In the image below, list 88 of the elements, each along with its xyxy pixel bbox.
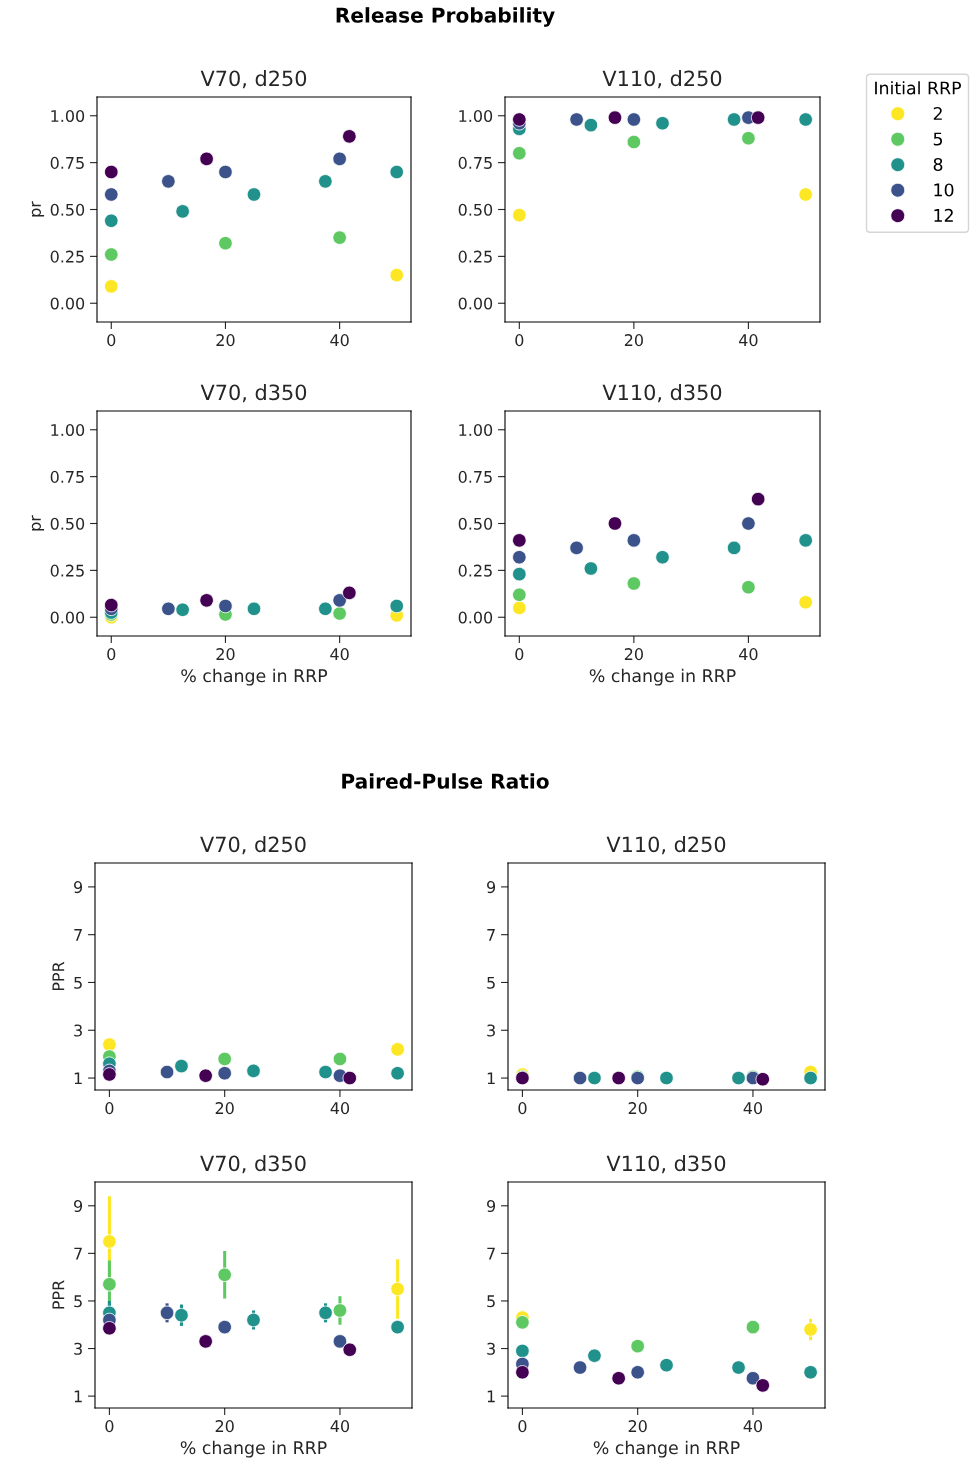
y-tick-label: 9 (487, 881, 496, 894)
x-tick-label: 20 (628, 1420, 647, 1433)
y-tick-label: 5 (74, 1295, 82, 1308)
x-tick-label: 20 (216, 648, 235, 661)
y-tick-label: 0.50 (458, 517, 493, 530)
y-tick-label: 5 (487, 1295, 495, 1308)
y-axis-title: pr (31, 201, 45, 217)
text: Paired-Pulse Ratio (342, 773, 549, 789)
y-tick-label: 3 (74, 1342, 82, 1355)
y-tick-label: 7 (74, 929, 82, 941)
x-axis-title: % change in RRP (593, 1440, 740, 1458)
legend-label: 12 (934, 208, 953, 222)
text: Release Probability (336, 7, 555, 27)
y-axis-title: PPR (52, 961, 65, 991)
y-axis-title: PPR (52, 1280, 65, 1309)
x-tick-label: 0 (105, 1102, 114, 1115)
y-tick-label: 9 (74, 1200, 83, 1213)
y-tick-label: 5 (74, 976, 82, 989)
y-tick-label: 7 (487, 1247, 495, 1260)
x-tick-label: 20 (624, 334, 643, 347)
legend-label: 5 (933, 132, 943, 146)
y-tick-label: 1.00 (459, 423, 493, 437)
y-tick-label: 0.50 (458, 203, 493, 216)
legend-label: 2 (933, 106, 942, 120)
x-tick-label: 40 (330, 1102, 350, 1115)
x-tick-label: 0 (518, 1102, 527, 1115)
chart-title: V110, d250 (602, 70, 722, 89)
y-tick-label: 3 (74, 1024, 82, 1037)
y-tick-label: 3 (487, 1342, 495, 1355)
x-tick-label: 0 (107, 648, 116, 661)
x-tick-label: 40 (743, 1102, 763, 1115)
x-tick-label: 0 (518, 1420, 527, 1433)
y-tick-label: 1 (74, 1072, 82, 1085)
y-tick-label: 1.00 (51, 109, 85, 123)
y-tick-label: 1 (74, 1390, 82, 1403)
x-tick-label: 20 (628, 1102, 647, 1115)
y-tick-label: 1 (487, 1072, 495, 1085)
y-tick-label: 0.75 (458, 470, 492, 483)
y-tick-label: 3 (487, 1024, 495, 1037)
x-tick-label: 20 (624, 648, 643, 661)
y-tick-label: 0.00 (458, 297, 493, 310)
y-tick-label: 0.75 (458, 156, 492, 169)
x-tick-label: 0 (515, 648, 524, 661)
x-tick-label: 20 (215, 1102, 234, 1115)
y-tick-label: 0.50 (50, 203, 85, 216)
x-tick-label: 40 (739, 648, 758, 661)
x-tick-label: 40 (743, 1420, 763, 1433)
x-tick-label: 40 (330, 648, 349, 661)
x-axis-title: % change in RRP (589, 668, 736, 686)
y-tick-label: 0.00 (458, 611, 493, 624)
x-tick-label: 40 (330, 334, 349, 347)
y-tick-label: 7 (74, 1247, 82, 1260)
legend-title: Initial RRP (875, 81, 961, 95)
y-tick-label: 5 (487, 976, 495, 989)
x-tick-label: 0 (515, 334, 524, 347)
y-tick-label: 0.75 (50, 156, 84, 169)
y-tick-label: 0.00 (50, 611, 85, 624)
y-tick-label: 0.50 (50, 517, 85, 530)
x-tick-label: 40 (739, 334, 758, 347)
y-tick-label: 9 (74, 881, 83, 894)
y-tick-label: 0.25 (458, 250, 492, 263)
chart-title: V110, d350 (606, 1155, 726, 1174)
x-tick-label: 20 (216, 334, 235, 347)
chart-title: V110, d350 (602, 384, 722, 403)
x-tick-label: 0 (105, 1420, 114, 1433)
y-tick-label: 9 (487, 1200, 496, 1213)
legend-label: 8 (933, 157, 943, 172)
chart-title: V70, d250 (200, 70, 307, 89)
y-tick-label: 7 (487, 929, 495, 941)
y-tick-label: 0.25 (458, 564, 492, 577)
chart-title: V70, d350 (200, 384, 307, 403)
y-tick-label: 1 (487, 1390, 495, 1403)
x-tick-label: 0 (107, 334, 116, 347)
y-tick-label: 1.00 (459, 109, 493, 123)
x-tick-label: 40 (330, 1420, 350, 1433)
chart-title: V110, d250 (606, 836, 726, 855)
x-axis-title: % change in RRP (181, 668, 328, 686)
chart-title: V70, d350 (200, 1155, 306, 1174)
y-axis-title: pr (31, 515, 45, 531)
y-tick-label: 0.00 (50, 297, 85, 310)
y-tick-label: 1.00 (51, 423, 85, 437)
y-tick-label: 0.25 (50, 250, 84, 263)
x-axis-title: % change in RRP (180, 1440, 327, 1458)
chart-title: V70, d250 (200, 836, 306, 855)
y-tick-label: 0.75 (50, 470, 84, 483)
x-tick-label: 20 (215, 1420, 234, 1433)
y-tick-label: 0.25 (50, 564, 84, 577)
legend-label: 10 (934, 183, 954, 197)
